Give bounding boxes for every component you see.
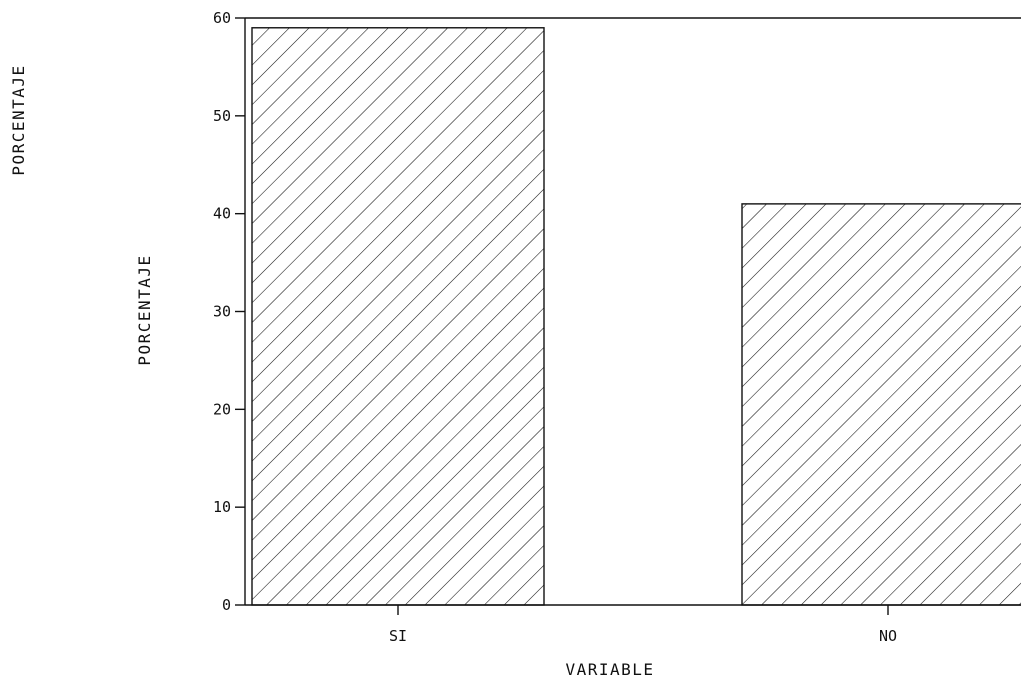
x-tick-label: SI: [389, 627, 407, 645]
y-tick-label: 10: [213, 498, 231, 516]
y-tick-label: 50: [213, 107, 231, 125]
page-side-label: PORCENTAJE: [9, 64, 28, 175]
y-tick-label: 0: [222, 596, 231, 614]
y-tick-label: 20: [213, 400, 231, 418]
y-axis-ticks: 0 10 20 30 40 50 60: [213, 9, 245, 614]
bar-no: [741, 203, 1021, 606]
y-tick-label: 60: [213, 9, 231, 27]
x-axis-ticks: SI NO: [389, 605, 897, 645]
x-axis-title: VARIABLE: [565, 660, 654, 679]
bars: [251, 27, 1021, 606]
y-tick-label: 30: [213, 303, 231, 321]
x-tick-label: NO: [879, 627, 897, 645]
bar-si: [251, 27, 545, 606]
y-axis-title: PORCENTAJE: [135, 254, 154, 365]
y-tick-label: 40: [213, 205, 231, 223]
